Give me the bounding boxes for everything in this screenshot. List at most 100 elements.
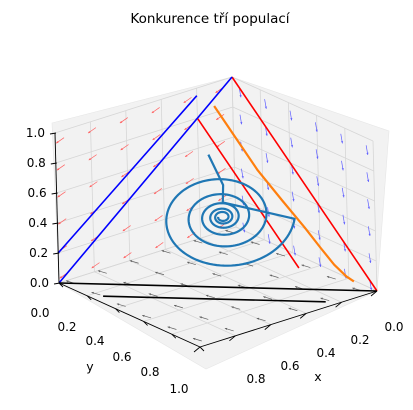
field-arrow-floor-head xyxy=(148,293,152,296)
x-axis-line xyxy=(58,282,201,348)
y-tick-label: 0.8 xyxy=(140,365,159,379)
field-arrow-left-head xyxy=(120,147,124,151)
grid-line xyxy=(372,140,378,292)
y-tick-label: 1.0 xyxy=(169,382,188,396)
field-arrow-right-head xyxy=(340,141,344,144)
field-arrow-floor-head xyxy=(142,314,145,318)
field-arrow-left-head xyxy=(56,141,59,144)
x-tick-label: 0.2 xyxy=(350,333,369,347)
field-arrow-left-head xyxy=(59,276,63,279)
x-tick-label: 0.0 xyxy=(384,320,403,334)
z-tick-label: 0.0 xyxy=(30,276,49,290)
y-axis-line xyxy=(199,290,378,348)
field-arrow-left-head xyxy=(185,154,188,157)
field-arrow-right-head xyxy=(367,179,370,182)
x-axis-label: x xyxy=(314,369,321,384)
x-tick-label: 0.6 xyxy=(280,359,299,373)
y-tick-label: 0.4 xyxy=(85,334,104,348)
field-arrow-floor-head xyxy=(167,326,171,329)
field-arrow-floor-head xyxy=(295,286,298,289)
grid-line xyxy=(87,239,265,297)
field-arrow-right-head xyxy=(317,183,320,186)
field-arrow-right-head xyxy=(290,145,294,148)
field-arrow-floor-head xyxy=(161,250,165,253)
field-arrow-right-head xyxy=(369,287,373,290)
chart-title: Konkurence tří populací xyxy=(130,11,290,27)
series-0-line xyxy=(231,76,378,292)
field-arrow-left-head xyxy=(151,110,155,113)
field-arrow-left-head xyxy=(186,208,189,211)
field-arrow-left-head xyxy=(56,168,60,171)
field-arrow-floor-head xyxy=(199,316,202,319)
field-arrow-floor-head xyxy=(66,280,69,283)
field-arrow-left-head xyxy=(123,255,126,259)
field-arrow-right-head xyxy=(241,175,244,179)
field-arrow-left-head xyxy=(152,137,155,140)
field-arrow-left-head xyxy=(57,195,61,198)
field-arrow-floor-head xyxy=(212,273,215,276)
field-arrow-floor-head xyxy=(192,337,196,341)
z-tick-label: 0.6 xyxy=(28,186,47,200)
field-arrow-left-head xyxy=(216,117,219,120)
field-arrow-floor-head xyxy=(326,276,330,279)
field-arrow-right-head xyxy=(291,172,294,175)
field-arrow-right-head xyxy=(243,229,246,233)
field-arrow-right-head xyxy=(240,121,243,125)
vector-field xyxy=(55,87,373,342)
grid-line xyxy=(58,226,237,284)
field-arrow-left-head xyxy=(122,228,126,232)
field-arrow-left-head xyxy=(121,174,124,178)
field-arrow-right-head xyxy=(315,129,318,132)
y-axis-label: y xyxy=(86,359,94,374)
y-tick-label: 0.0 xyxy=(30,306,49,320)
field-arrow-right-head xyxy=(317,210,320,213)
grid-line xyxy=(58,196,236,254)
field-arrow-right-head xyxy=(342,195,345,198)
field-arrow-floor-head xyxy=(218,251,222,254)
grid-line xyxy=(143,265,321,322)
field-arrow-left-head xyxy=(90,238,94,242)
grid-line xyxy=(160,99,166,250)
field-arrow-left-head xyxy=(91,265,95,269)
field-arrow-left-head xyxy=(155,245,158,248)
grid-line xyxy=(125,110,131,261)
field-arrow-right-head xyxy=(343,222,346,225)
grid-line xyxy=(171,277,349,335)
field-arrow-left-head xyxy=(154,218,158,221)
grid-line xyxy=(54,76,233,134)
series-4-spiral xyxy=(165,154,296,267)
grid-line xyxy=(200,237,342,303)
z-axis-line xyxy=(54,132,60,284)
field-arrow-floor-head xyxy=(187,261,190,264)
grid-line xyxy=(316,115,321,266)
field-arrow-floor-head xyxy=(155,271,158,274)
z-tick-label: 0.2 xyxy=(29,246,48,260)
grid-line xyxy=(94,271,236,337)
field-arrow-floor-head xyxy=(263,296,266,299)
field-arrow-right-head xyxy=(368,233,371,236)
field-arrow-floor-head xyxy=(288,307,291,310)
series-group xyxy=(57,76,378,303)
field-arrow-right-head xyxy=(268,241,271,244)
field-arrow-floor-head xyxy=(276,252,279,256)
field-arrow-right-head xyxy=(293,253,296,256)
field-arrow-left-head xyxy=(88,130,91,134)
field-arrow-right-head xyxy=(290,118,293,121)
field-arrow-right-head xyxy=(318,237,321,240)
field-arrow-right-head xyxy=(265,133,268,136)
y-tick-label: 0.2 xyxy=(57,320,76,334)
field-arrow-left-head xyxy=(122,201,125,205)
field-arrow-right-head xyxy=(264,106,267,109)
field-arrow-left-head xyxy=(58,222,61,225)
field-arrow-left-head xyxy=(218,198,221,201)
z-tick-label: 0.8 xyxy=(27,156,46,170)
field-arrow-left-head xyxy=(216,144,220,147)
grid-line xyxy=(55,106,233,164)
field-arrow-floor-head xyxy=(237,284,241,287)
field-arrow-floor-head xyxy=(224,327,228,330)
field-arrow-floor-head xyxy=(225,229,228,233)
field-arrow-left-head xyxy=(187,235,190,238)
grid-line xyxy=(165,249,307,314)
x-tick-label: 0.8 xyxy=(246,372,265,386)
y-tick-mark xyxy=(264,324,272,330)
